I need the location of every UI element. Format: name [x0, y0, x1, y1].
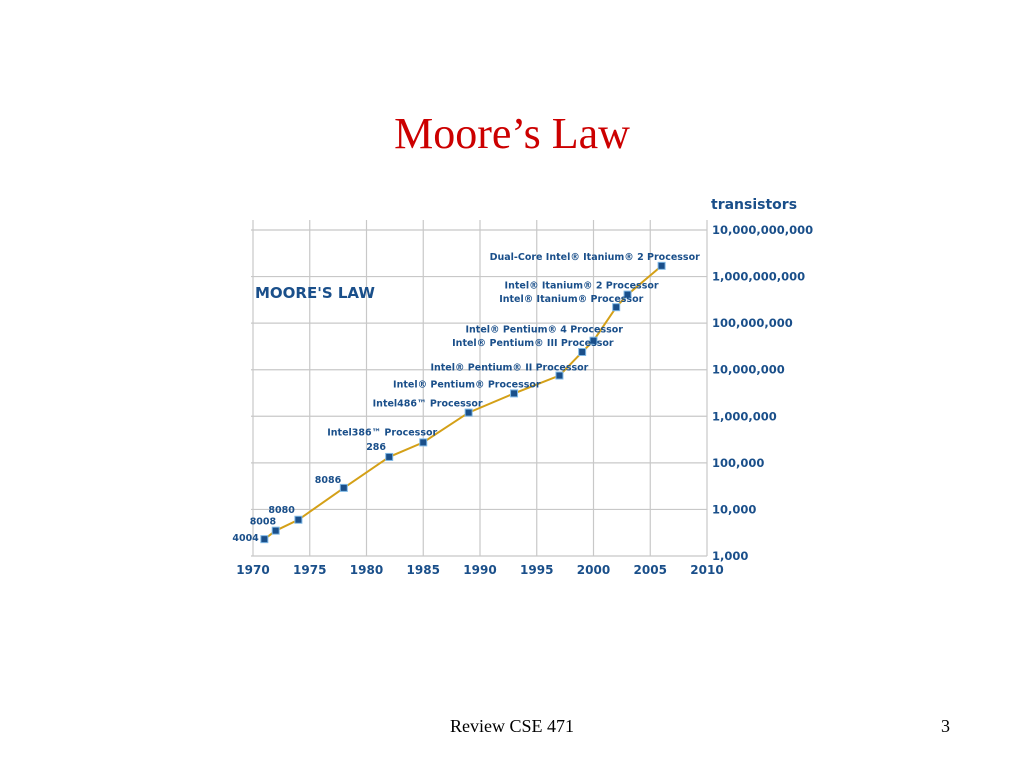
- slide-page-number: 3: [941, 716, 950, 736]
- data-point-label: 8008: [250, 517, 277, 528]
- x-tick-label: 1980: [350, 563, 383, 577]
- data-point-marker: [555, 371, 564, 380]
- slide-title: Moore’s Law: [394, 109, 630, 158]
- data-point-marker: [657, 261, 666, 270]
- data-point-label: Intel® Pentium® Processor: [393, 379, 541, 390]
- y-tick-label: 10,000,000: [712, 363, 785, 377]
- data-point-label: Intel® Itanium® Processor: [499, 294, 643, 305]
- y-tick-label: 100,000: [712, 456, 764, 470]
- data-point-label: Intel® Pentium® 4 Processor: [466, 325, 624, 336]
- x-tick-label: 1975: [293, 563, 326, 577]
- y-tick-label: 1,000,000: [712, 409, 777, 423]
- data-point-label: Intel386™ Processor: [327, 427, 437, 438]
- data-point-label: Dual-Core Intel® Itanium® 2 Processor: [490, 252, 701, 263]
- data-point-marker: [589, 336, 598, 345]
- y-tick-label: 100,000,000: [712, 316, 793, 330]
- data-point-label: Intel® Pentium® III Processor: [452, 338, 614, 349]
- data-point-marker: [385, 452, 394, 461]
- data-point-label: 4004: [232, 533, 259, 544]
- data-point-marker: [294, 515, 303, 524]
- data-point-label: 8086: [315, 475, 342, 486]
- x-tick-label: 1995: [520, 563, 553, 577]
- data-point-marker: [260, 535, 269, 544]
- data-point-marker: [339, 483, 348, 492]
- x-tick-label: 1985: [407, 563, 440, 577]
- x-tick-label: 2010: [690, 563, 723, 577]
- y-tick-label: 10,000,000,000: [712, 223, 813, 237]
- chart-inner-title: MOORE'S LAW: [255, 284, 375, 302]
- chart-axes: 1970 1975 1980 1985 1990 1995 2000 2005 20101,00…: [236, 197, 813, 577]
- data-point-marker: [464, 408, 473, 417]
- data-point-marker: [612, 303, 621, 312]
- x-tick-label: 1970: [236, 563, 269, 577]
- x-tick-label: 2000: [577, 563, 610, 577]
- x-tick-label: 1990: [463, 563, 496, 577]
- y-tick-label: 1,000: [712, 549, 748, 563]
- y-axis-label: transistors: [711, 197, 797, 213]
- data-point-label: 8080: [268, 505, 295, 516]
- y-tick-label: 1,000,000,000: [712, 270, 805, 284]
- data-point-label: Intel486™ Processor: [373, 399, 483, 410]
- data-point-marker: [419, 438, 428, 447]
- slide-footer: Review CSE 471: [450, 716, 574, 736]
- y-tick-label: 10,000: [712, 502, 756, 516]
- series-line: [263, 265, 663, 540]
- data-point-marker: [578, 348, 587, 357]
- chart-series: [260, 261, 666, 544]
- data-point-label: 286: [366, 442, 386, 453]
- data-point-marker: [623, 290, 632, 299]
- data-point-label: Intel® Itanium® 2 Processor: [505, 281, 659, 292]
- x-tick-label: 2005: [634, 563, 667, 577]
- data-point-label: Intel® Pentium® II Processor: [430, 363, 588, 374]
- data-point-marker: [510, 389, 519, 398]
- data-point-marker: [271, 526, 280, 535]
